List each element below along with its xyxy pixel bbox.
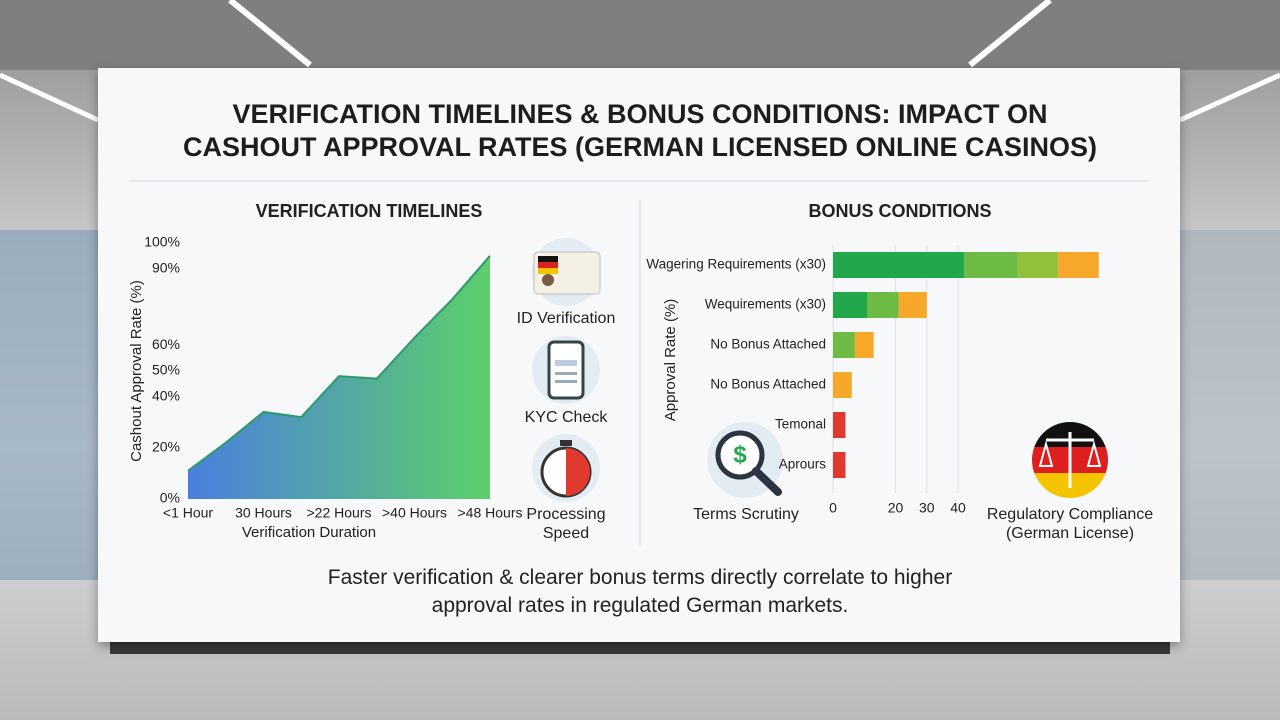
bar-segment <box>867 292 899 318</box>
x-tick-label: 0 <box>829 500 837 516</box>
board <box>98 68 1180 642</box>
speed-icon <box>532 434 600 502</box>
area-line <box>187 255 491 472</box>
x-tick-label: 30 Hours <box>235 505 292 521</box>
bar-segment <box>833 412 846 438</box>
chart-title: BONUS CONDITIONS <box>808 201 991 221</box>
bar-segment <box>854 332 874 358</box>
y-tick-label: Wequirements (x30) <box>705 297 826 312</box>
y-tick-label: 90% <box>152 259 180 275</box>
icon-label: ID Verification <box>516 310 616 327</box>
x-axis-label: Verification Duration <box>242 524 376 541</box>
y-tick-label: Wagering Requirements (x30) <box>646 257 826 272</box>
chart-title: VERIFICATION TIMELINES <box>256 201 483 221</box>
bar-segment <box>898 292 927 318</box>
y-tick-label: 20% <box>152 439 180 455</box>
x-tick-label: >40 Hours <box>382 505 447 521</box>
icon-label: KYC Check <box>524 409 608 426</box>
x-tick-label: <1 Hour <box>163 505 214 521</box>
page-title: VERIFICATION TIMELINES & BONUS CONDITION… <box>182 99 1098 162</box>
x-tick-label: >22 Hours <box>307 505 372 521</box>
y-tick-label: 40% <box>152 387 180 403</box>
terms-icon: $ <box>707 422 783 498</box>
y-tick-label: Temonal <box>775 417 826 432</box>
x-tick-label: >48 Hours <box>458 505 523 521</box>
svg-text:$: $ <box>733 441 747 468</box>
footer-text: Faster verification & clearer bonus term… <box>327 566 953 617</box>
y-axis-label: Cashout Approval Rate (%) <box>128 280 145 462</box>
x-tick-label: 40 <box>950 500 966 516</box>
kyc-icon <box>532 336 600 404</box>
y-tick-label: 0% <box>160 490 180 506</box>
y-tick-label: No Bonus Attached <box>710 377 826 392</box>
bar-segment <box>833 292 868 318</box>
bar-segment <box>964 252 1018 278</box>
bar-segment <box>1058 252 1099 278</box>
bar-segment <box>1017 252 1059 278</box>
y-tick-label: 100% <box>144 234 180 250</box>
bar-segment <box>833 252 965 278</box>
icon-label: Regulatory Compliance (German License) <box>986 506 1154 542</box>
bar-segment <box>833 372 852 398</box>
bar-segment <box>833 452 846 478</box>
icon-label: Terms Scrutiny <box>693 506 799 523</box>
y-tick-label: Aprours <box>779 457 827 472</box>
x-tick-label: 30 <box>919 500 935 516</box>
compliance-icon <box>1032 422 1108 498</box>
bar-segment <box>833 332 855 358</box>
y-tick-label: 60% <box>152 336 180 352</box>
y-axis-label: Approval Rate (%) <box>662 299 679 422</box>
id-icon <box>532 238 601 306</box>
icon-label: Processing Speed <box>526 506 606 542</box>
y-tick-label: No Bonus Attached <box>710 337 826 352</box>
x-tick-label: 20 <box>888 500 904 516</box>
y-tick-label: 50% <box>152 362 180 378</box>
